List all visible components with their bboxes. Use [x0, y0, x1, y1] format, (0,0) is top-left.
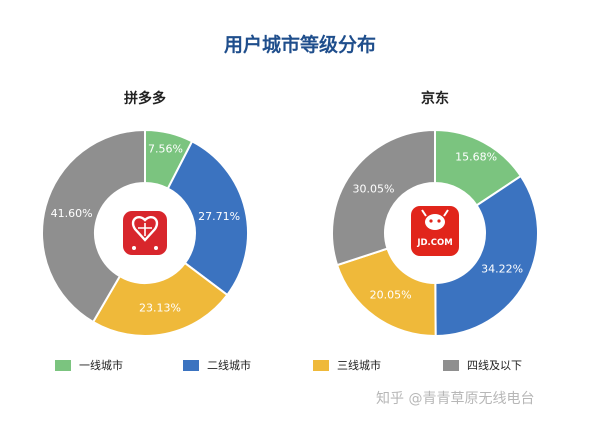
legend-item-tier3: 三线城市	[313, 357, 381, 373]
jd-logo: JD.COM	[411, 206, 459, 256]
legend-item-tier1: 一线城市	[55, 357, 123, 373]
pinduoduo-donut-chart: 7.56% 27.71% 23.13% 41.60%	[41, 128, 249, 337]
data-label-tier2: 27.71%	[198, 210, 240, 223]
data-label-tier4: 30.05%	[352, 182, 394, 195]
legend-swatch	[443, 359, 459, 371]
data-label-tier3: 20.05%	[370, 289, 412, 302]
data-label-tier2: 34.22%	[481, 263, 523, 276]
jd-logo-text: JD.COM	[416, 238, 452, 248]
watermark: 知乎 @青青草原无线电台	[376, 391, 535, 407]
legend-label: 四线及以下	[467, 359, 522, 372]
data-label-tier1: 7.56%	[148, 142, 183, 155]
legend-swatch	[55, 359, 71, 371]
legend-label: 一线城市	[79, 359, 123, 372]
pinduoduo-subtitle: 拼多多	[124, 91, 166, 107]
legend-swatch	[183, 359, 199, 371]
legend-label: 二线城市	[207, 359, 251, 372]
data-label-tier4: 41.60%	[51, 207, 93, 220]
legend-item-tier4: 四线及以下	[443, 357, 522, 373]
chart-legend: 一线城市 二线城市 三线城市 四线及以下	[0, 357, 600, 377]
jd-donut-chart: 15.68% 34.22% 20.05% 30.05% JD.COM	[331, 128, 539, 338]
legend-swatch	[313, 359, 329, 371]
legend-label: 三线城市	[337, 359, 381, 372]
data-label-tier3: 23.13%	[139, 302, 181, 315]
legend-item-tier2: 二线城市	[183, 357, 251, 373]
data-label-tier1: 15.68%	[455, 150, 497, 163]
pinduoduo-logo	[123, 211, 167, 255]
jd-subtitle: 京东	[421, 91, 449, 107]
chart-title: 用户城市等级分布	[223, 34, 376, 56]
